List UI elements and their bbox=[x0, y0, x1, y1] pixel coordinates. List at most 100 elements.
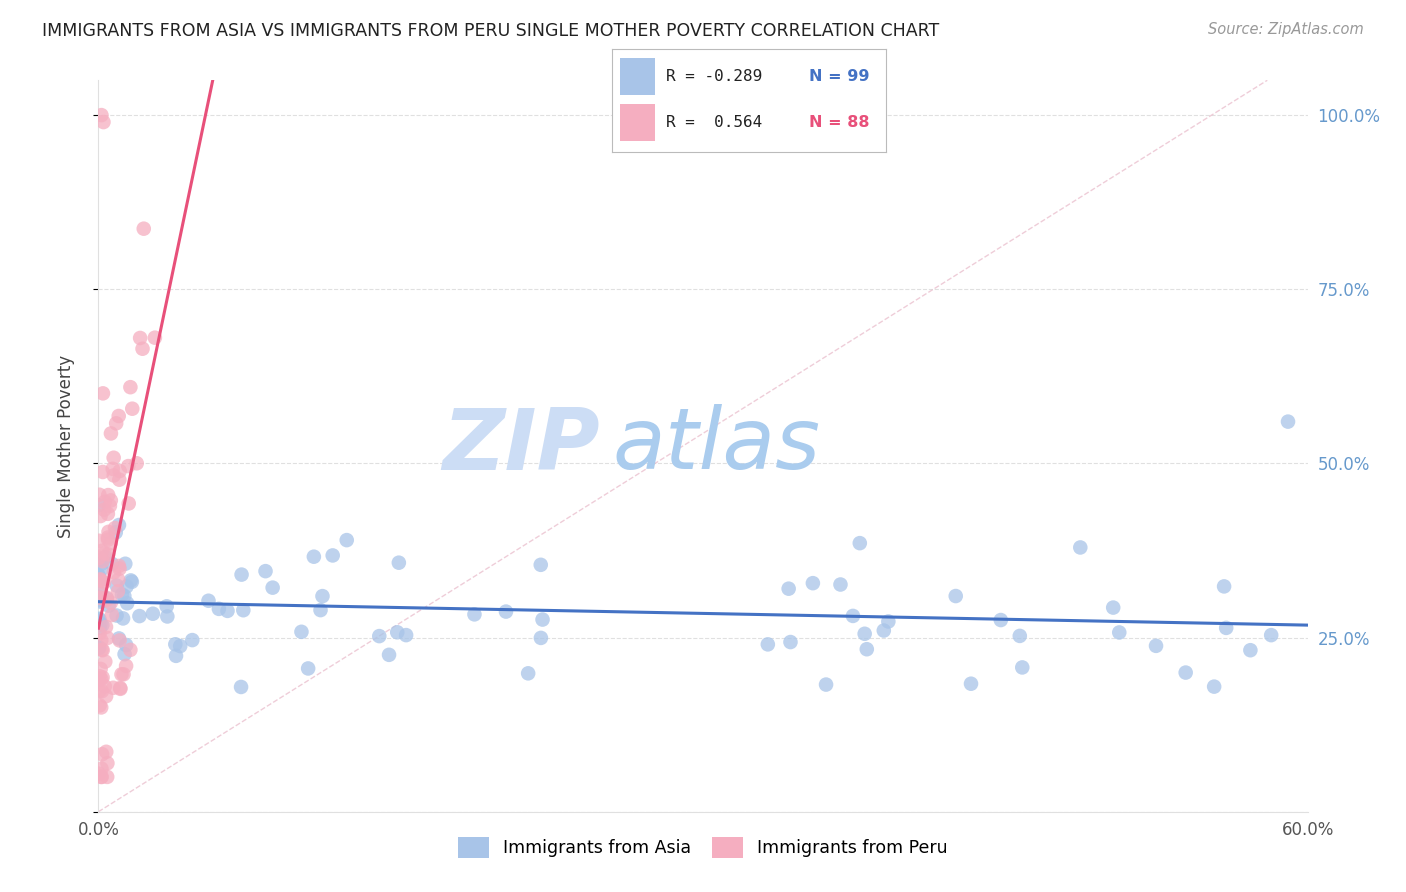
Point bbox=[90, 595, 112, 609]
Y-axis label: Single Mother Poverty: Single Mother Poverty bbox=[56, 354, 75, 538]
Point bbox=[91, 643, 114, 657]
Point bbox=[87, 673, 110, 687]
Point bbox=[231, 567, 253, 582]
Point bbox=[842, 608, 865, 623]
Point bbox=[94, 679, 117, 693]
Point bbox=[114, 647, 136, 661]
Point bbox=[103, 450, 125, 465]
Point bbox=[388, 556, 411, 570]
Point bbox=[129, 331, 152, 345]
Point bbox=[89, 572, 111, 586]
Point bbox=[108, 681, 131, 695]
Point bbox=[960, 677, 983, 691]
Point bbox=[90, 633, 112, 648]
Point bbox=[105, 417, 128, 431]
Point bbox=[94, 655, 117, 669]
Point bbox=[90, 593, 112, 607]
Point bbox=[1215, 621, 1237, 635]
Point bbox=[90, 700, 112, 714]
Point bbox=[1239, 643, 1261, 657]
Point bbox=[97, 507, 120, 521]
Point bbox=[112, 589, 135, 603]
Point bbox=[110, 681, 132, 696]
Point bbox=[97, 547, 120, 561]
Point bbox=[1102, 600, 1125, 615]
Point bbox=[111, 588, 134, 602]
Point bbox=[290, 624, 312, 639]
Point bbox=[853, 627, 876, 641]
Point bbox=[89, 574, 111, 588]
Point bbox=[94, 689, 117, 703]
Point bbox=[96, 593, 118, 607]
Point bbox=[336, 533, 359, 548]
Point bbox=[169, 639, 191, 653]
Point bbox=[830, 577, 852, 591]
Point bbox=[115, 638, 138, 652]
Point bbox=[1108, 625, 1130, 640]
Point bbox=[217, 604, 239, 618]
Point bbox=[97, 599, 120, 613]
Point bbox=[1008, 629, 1031, 643]
Point bbox=[131, 342, 153, 356]
Point bbox=[96, 745, 118, 759]
Point bbox=[395, 628, 418, 642]
Point bbox=[181, 633, 204, 648]
Point bbox=[87, 585, 110, 599]
Point bbox=[87, 612, 110, 626]
Point bbox=[93, 546, 115, 560]
Point bbox=[93, 115, 115, 129]
Point bbox=[107, 409, 129, 423]
Point bbox=[108, 464, 131, 478]
Point bbox=[91, 465, 114, 479]
Point bbox=[1144, 639, 1167, 653]
Point bbox=[1277, 415, 1299, 429]
Point bbox=[368, 629, 391, 643]
Point bbox=[90, 108, 112, 122]
Point bbox=[91, 554, 114, 568]
Point bbox=[297, 661, 319, 675]
Point bbox=[98, 499, 121, 513]
Point bbox=[801, 576, 824, 591]
Point bbox=[97, 531, 120, 545]
Point bbox=[90, 544, 112, 558]
Point bbox=[1011, 660, 1033, 674]
Point bbox=[87, 766, 110, 780]
Point bbox=[115, 580, 138, 594]
Text: R = -0.289: R = -0.289 bbox=[666, 70, 762, 84]
Point bbox=[311, 589, 333, 603]
Point bbox=[108, 473, 131, 487]
Point bbox=[309, 603, 332, 617]
Point bbox=[89, 621, 111, 635]
Point bbox=[94, 550, 117, 565]
Point bbox=[107, 584, 129, 599]
Text: IMMIGRANTS FROM ASIA VS IMMIGRANTS FROM PERU SINGLE MOTHER POVERTY CORRELATION C: IMMIGRANTS FROM ASIA VS IMMIGRANTS FROM … bbox=[42, 22, 939, 40]
Point bbox=[90, 762, 112, 776]
Point bbox=[89, 613, 111, 627]
Point bbox=[104, 525, 127, 540]
Point bbox=[90, 557, 112, 571]
Text: Source: ZipAtlas.com: Source: ZipAtlas.com bbox=[1208, 22, 1364, 37]
Point bbox=[156, 599, 179, 614]
Point bbox=[121, 401, 143, 416]
Point bbox=[165, 648, 187, 663]
FancyBboxPatch shape bbox=[620, 104, 655, 141]
FancyBboxPatch shape bbox=[620, 58, 655, 95]
Point bbox=[89, 509, 111, 524]
Point bbox=[378, 648, 401, 662]
Point bbox=[93, 575, 115, 590]
Point bbox=[132, 221, 155, 235]
Point bbox=[91, 684, 114, 698]
Point bbox=[103, 565, 125, 579]
Point bbox=[877, 615, 900, 629]
Point bbox=[89, 641, 111, 656]
Point bbox=[114, 557, 136, 571]
Point bbox=[94, 495, 117, 509]
Point bbox=[322, 549, 344, 563]
Point bbox=[778, 582, 800, 596]
Point bbox=[100, 493, 122, 508]
Point bbox=[108, 632, 131, 646]
Point bbox=[1069, 541, 1091, 555]
Point bbox=[108, 562, 131, 576]
Point bbox=[90, 563, 112, 577]
Point bbox=[115, 596, 138, 610]
